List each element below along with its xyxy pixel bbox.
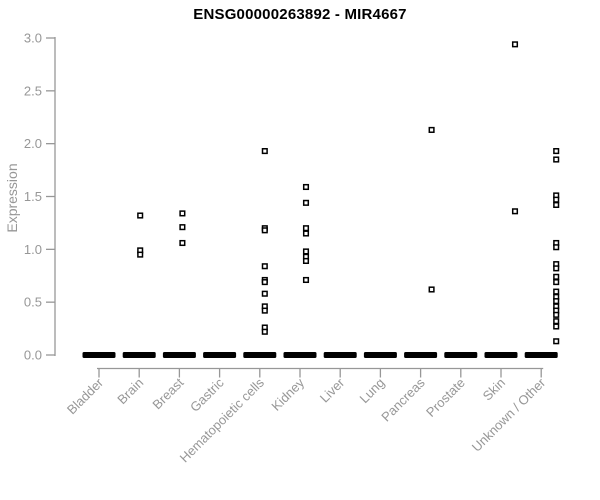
y-tick-label: 3.0 <box>24 31 42 46</box>
data-point <box>179 239 186 247</box>
data-point <box>553 148 560 155</box>
data-point <box>302 225 310 232</box>
y-tick-label: 2.0 <box>24 136 42 151</box>
x-tick-label: Unknown / Other <box>469 375 549 455</box>
data-point <box>553 311 560 318</box>
data-point <box>302 230 310 237</box>
zero-cluster-bar <box>243 352 277 358</box>
data-point <box>261 263 268 270</box>
data-point <box>261 227 268 234</box>
data-point <box>553 196 560 203</box>
data-point <box>261 279 268 286</box>
data-point <box>302 199 310 206</box>
y-tick-label: 1.0 <box>24 242 42 257</box>
data-point <box>553 288 560 295</box>
zero-cluster-bar <box>323 352 357 358</box>
data-point <box>261 290 268 297</box>
data-point <box>137 251 144 258</box>
chart-title: ENSG00000263892 - MIR4667 <box>193 6 407 23</box>
y-tick-label: 0.5 <box>24 295 42 310</box>
x-tick-label: Bladder <box>64 375 107 418</box>
data-point <box>511 41 519 48</box>
x-tick-label: Liver <box>317 375 348 406</box>
zero-cluster-bar <box>283 352 317 358</box>
y-tick-label: 0.0 <box>24 348 42 363</box>
data-point <box>553 298 560 305</box>
data-point <box>179 224 186 231</box>
data-point <box>553 265 560 272</box>
x-tick-label: Gastric <box>187 375 227 415</box>
data-point <box>261 328 268 335</box>
data-point <box>553 201 560 209</box>
zero-cluster-bar <box>444 352 478 358</box>
x-tick-label: Brain <box>114 375 146 407</box>
x-tick-label: Breast <box>149 375 186 412</box>
data-point <box>428 286 435 293</box>
data-point <box>302 248 310 255</box>
data-point <box>302 183 310 191</box>
data-point <box>553 279 560 286</box>
data-point <box>553 156 560 163</box>
data-point <box>261 148 268 155</box>
data-point <box>511 208 519 215</box>
data-point <box>553 318 560 325</box>
data-point <box>553 244 560 251</box>
data-point <box>553 338 560 345</box>
zero-cluster-bar <box>162 352 196 358</box>
zero-cluster-bar <box>203 352 237 358</box>
data-point <box>553 273 560 280</box>
data-point <box>179 210 186 217</box>
zero-cluster-bar <box>524 352 558 358</box>
zero-cluster-bar <box>122 352 156 358</box>
data-point <box>302 257 310 265</box>
x-tick-label: Kidney <box>268 375 307 414</box>
x-tick-label: Pancreas <box>378 375 428 425</box>
data-point <box>261 307 268 314</box>
zero-cluster-bar <box>363 352 397 358</box>
zero-cluster-bar <box>484 352 518 358</box>
x-tick-label: Lung <box>356 375 387 406</box>
zero-cluster-bar <box>404 352 438 358</box>
data-point <box>137 212 144 219</box>
data-point <box>553 323 560 330</box>
data-point <box>428 126 435 133</box>
y-tick-label: 1.5 <box>24 189 42 204</box>
y-axis-title: Expression <box>4 163 20 233</box>
data-point <box>302 276 310 284</box>
x-tick-label: Prostate <box>423 375 468 420</box>
y-tick-label: 2.5 <box>24 83 42 98</box>
zero-cluster-bar <box>82 352 116 358</box>
x-tick-label: Skin <box>480 375 508 403</box>
